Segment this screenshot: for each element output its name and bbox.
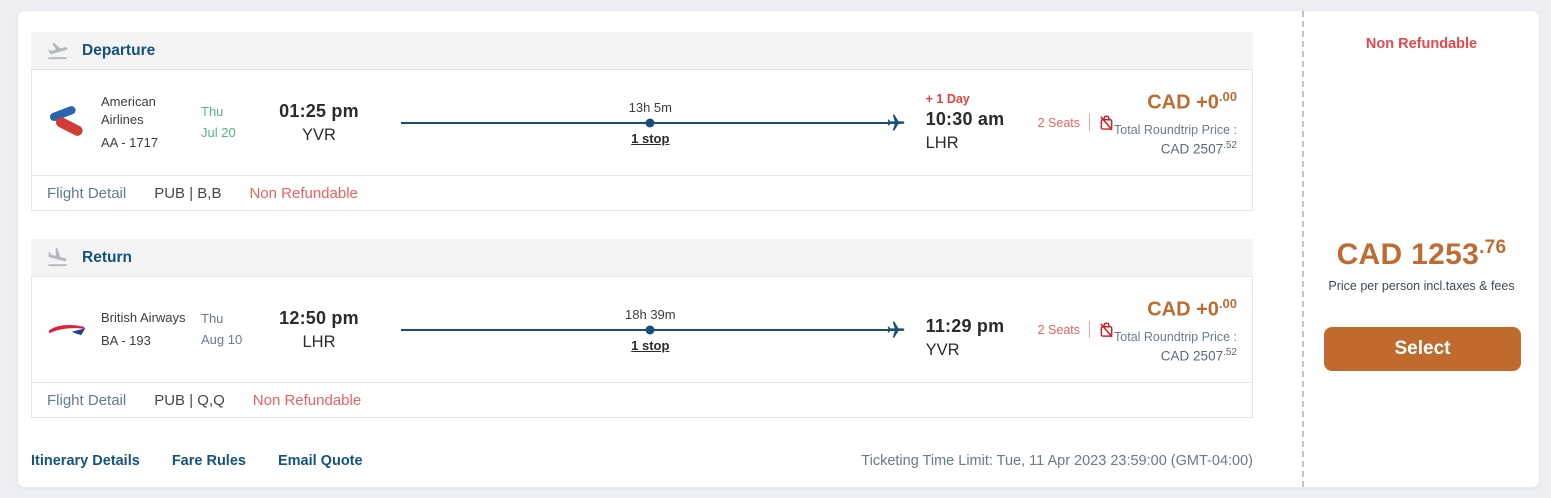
return-fare-row: Flight Detail PUB | Q,Q Non Refundable [32, 382, 1252, 417]
departure-date-value: Jul 20 [201, 124, 236, 140]
plus-day-label: + 1 Day [925, 92, 970, 106]
stop-dot [645, 118, 655, 127]
no-baggage-icon [1099, 321, 1114, 338]
departure-flight-row: American Airlines AA - 1717 Thu Jul 20 0… [32, 70, 1252, 175]
arrival-time: 10:30 am [925, 109, 1005, 129]
total-roundtrip-label: Total Roundtrip Price : [1114, 122, 1237, 137]
email-quote-link[interactable]: Email Quote [277, 453, 363, 469]
section-title: Departure [82, 41, 156, 59]
itinerary-details-link[interactable]: Itinerary Details [31, 453, 140, 469]
footer-links: Itinerary Details Fare Rules Email Quote [31, 453, 363, 469]
airline-name: British Airways [101, 309, 186, 325]
seats-block: 2 Seats [1038, 114, 1114, 131]
price-adjustment: CAD +0.00 [1147, 88, 1237, 114]
flight-duration: 18h 39m [625, 306, 676, 322]
price-group: CAD 1253.76 Price per person incl.taxes … [1324, 237, 1521, 371]
departure-section-header: Departure [31, 32, 1253, 69]
select-button[interactable]: Select [1324, 327, 1521, 371]
british-airways-logo [47, 317, 89, 343]
total-price: CAD 1253.76 [1336, 237, 1507, 271]
flight-path: 13h 5m 1 stop [401, 99, 904, 146]
flight-path-line [401, 321, 904, 337]
segment-price-block: CAD +0.00 Total Roundtrip Price : CAD 25… [1114, 89, 1237, 156]
ticketing-time-limit: Ticketing Time Limit: Tue, 11 Apr 2023 2… [861, 453, 1253, 469]
origin-block: 01:25 pm YVR [263, 101, 375, 145]
total-roundtrip-price: CAD 2507.52 [1160, 346, 1237, 364]
card-footer: Itinerary Details Fare Rules Email Quote… [31, 453, 1253, 469]
destination-block: 11:29 pm YVR [926, 299, 1034, 360]
seats-left-label: 2 Seats [1037, 115, 1081, 130]
stops-link[interactable]: 1 stop [631, 130, 670, 146]
departure-time: 12:50 pm [279, 307, 359, 328]
departure-flight-box: American Airlines AA - 1717 Thu Jul 20 0… [31, 69, 1253, 211]
total-roundtrip-price: CAD 2507.52 [1160, 139, 1237, 157]
flight-number: BA - 193 [101, 333, 151, 348]
flight-path-line [401, 114, 904, 130]
seats-divider [1089, 114, 1091, 131]
seats-divider [1089, 321, 1091, 338]
origin-airport-code: YVR [302, 125, 336, 144]
seats-left-label: 2 Seats [1037, 322, 1081, 337]
fare-option-card: Departure American Airlines AA - 1717 [17, 10, 1540, 488]
fare-basis-code: PUB | B,B [154, 184, 222, 202]
return-section: Return British Airways BA - 193 [31, 239, 1253, 418]
no-baggage-icon [1099, 114, 1114, 131]
destination-airport-code: YVR [925, 341, 960, 359]
return-flight-row: British Airways BA - 193 Thu Aug 10 12:5… [32, 277, 1252, 382]
flight-path-plane-icon [886, 113, 906, 133]
flight-land-icon [46, 246, 69, 269]
origin-airport-code: LHR [302, 332, 336, 351]
return-section-header: Return [31, 239, 1253, 276]
airline-info: British Airways BA - 193 [101, 309, 201, 350]
flight-duration: 13h 5m [628, 99, 672, 115]
total-roundtrip-label: Total Roundtrip Price : [1114, 329, 1237, 344]
refundability-label: Non Refundable [252, 391, 362, 409]
refundability-badge: Non Refundable [1365, 36, 1478, 52]
plus-day-label [926, 299, 1034, 316]
departure-section: Departure American Airlines AA - 1717 [31, 32, 1253, 211]
flight-detail-link[interactable]: Flight Detail [47, 391, 127, 409]
departure-day: Thu [201, 104, 224, 120]
flight-path-plane-icon [886, 320, 906, 340]
return-date: Thu Aug 10 [201, 309, 263, 349]
fare-basis-code: PUB | Q,Q [154, 391, 225, 409]
price-note: Price per person incl.taxes & fees [1328, 279, 1515, 293]
itinerary-column: Departure American Airlines AA - 1717 [18, 11, 1302, 487]
departure-date: Thu Jul 20 [201, 102, 263, 142]
return-flight-box: British Airways BA - 193 Thu Aug 10 12:5… [31, 276, 1253, 418]
flight-takeoff-icon [46, 39, 69, 62]
section-title: Return [82, 248, 132, 266]
flight-number: AA - 1717 [101, 135, 159, 151]
segment-price-block: CAD +0.00 Total Roundtrip Price : CAD 25… [1114, 296, 1237, 363]
airline-info: American Airlines AA - 1717 [101, 93, 201, 153]
stops-link[interactable]: 1 stop [631, 337, 670, 353]
seats-block: 2 Seats [1038, 321, 1114, 338]
origin-block: 12:50 pm LHR [263, 308, 375, 352]
american-airlines-logo [47, 102, 89, 144]
arrival-time: 11:29 pm [925, 316, 1005, 336]
refundability-label: Non Refundable [249, 184, 358, 202]
flight-path: 18h 39m 1 stop [401, 306, 904, 353]
return-day: Thu [201, 311, 224, 327]
price-adjustment: CAD +0.00 [1147, 295, 1237, 321]
fare-rules-link[interactable]: Fare Rules [171, 453, 246, 469]
airline-name: American Airlines [101, 93, 156, 127]
departure-fare-row: Flight Detail PUB | B,B Non Refundable [32, 175, 1252, 210]
stop-dot [645, 325, 655, 334]
price-summary-panel: Non Refundable CAD 1253.76 Price per per… [1302, 11, 1539, 487]
return-date-value: Aug 10 [201, 331, 243, 347]
flight-detail-link[interactable]: Flight Detail [47, 184, 127, 202]
departure-time: 01:25 pm [279, 100, 359, 121]
destination-airport-code: LHR [925, 134, 959, 152]
destination-block: + 1 Day 10:30 am LHR [926, 92, 1034, 153]
